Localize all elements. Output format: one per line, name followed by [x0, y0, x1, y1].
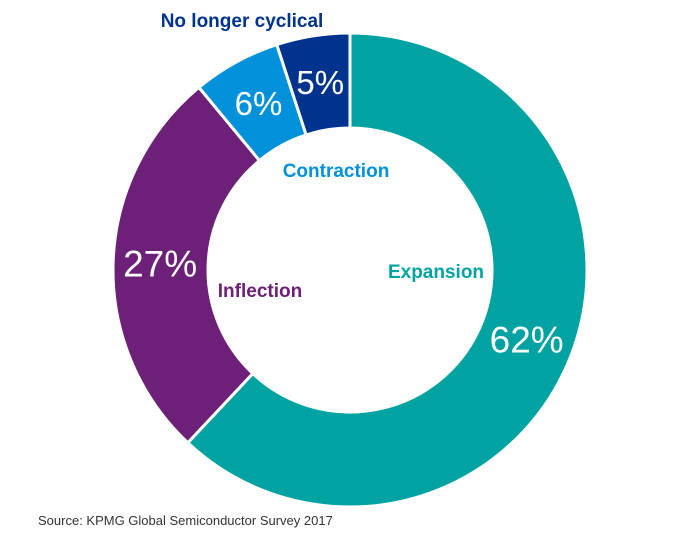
source-note: Source: KPMG Global Semiconductor Survey… — [38, 513, 333, 528]
category-label-expansion: Expansion — [388, 262, 484, 283]
slice-expansion — [185, 31, 589, 509]
value-label-contraction: 6% — [235, 85, 283, 122]
value-label-inflection: 27% — [123, 244, 197, 285]
category-label-contraction: Contraction — [283, 161, 390, 182]
donut-labels: 62% Expansion 27% Inflection 6% Contraction 5%… — [123, 11, 564, 360]
donut-slices — [111, 31, 589, 509]
category-label-inflection: Inflection — [218, 281, 302, 302]
value-label-expansion: 62% — [490, 319, 564, 360]
slice-inflection — [111, 85, 262, 445]
category-label-no-longer-cyclical: No longer cyclical — [161, 11, 324, 32]
value-label-no-longer-cyclical: 5% — [296, 64, 344, 101]
slice-no-longer-cyclical — [274, 31, 352, 137]
